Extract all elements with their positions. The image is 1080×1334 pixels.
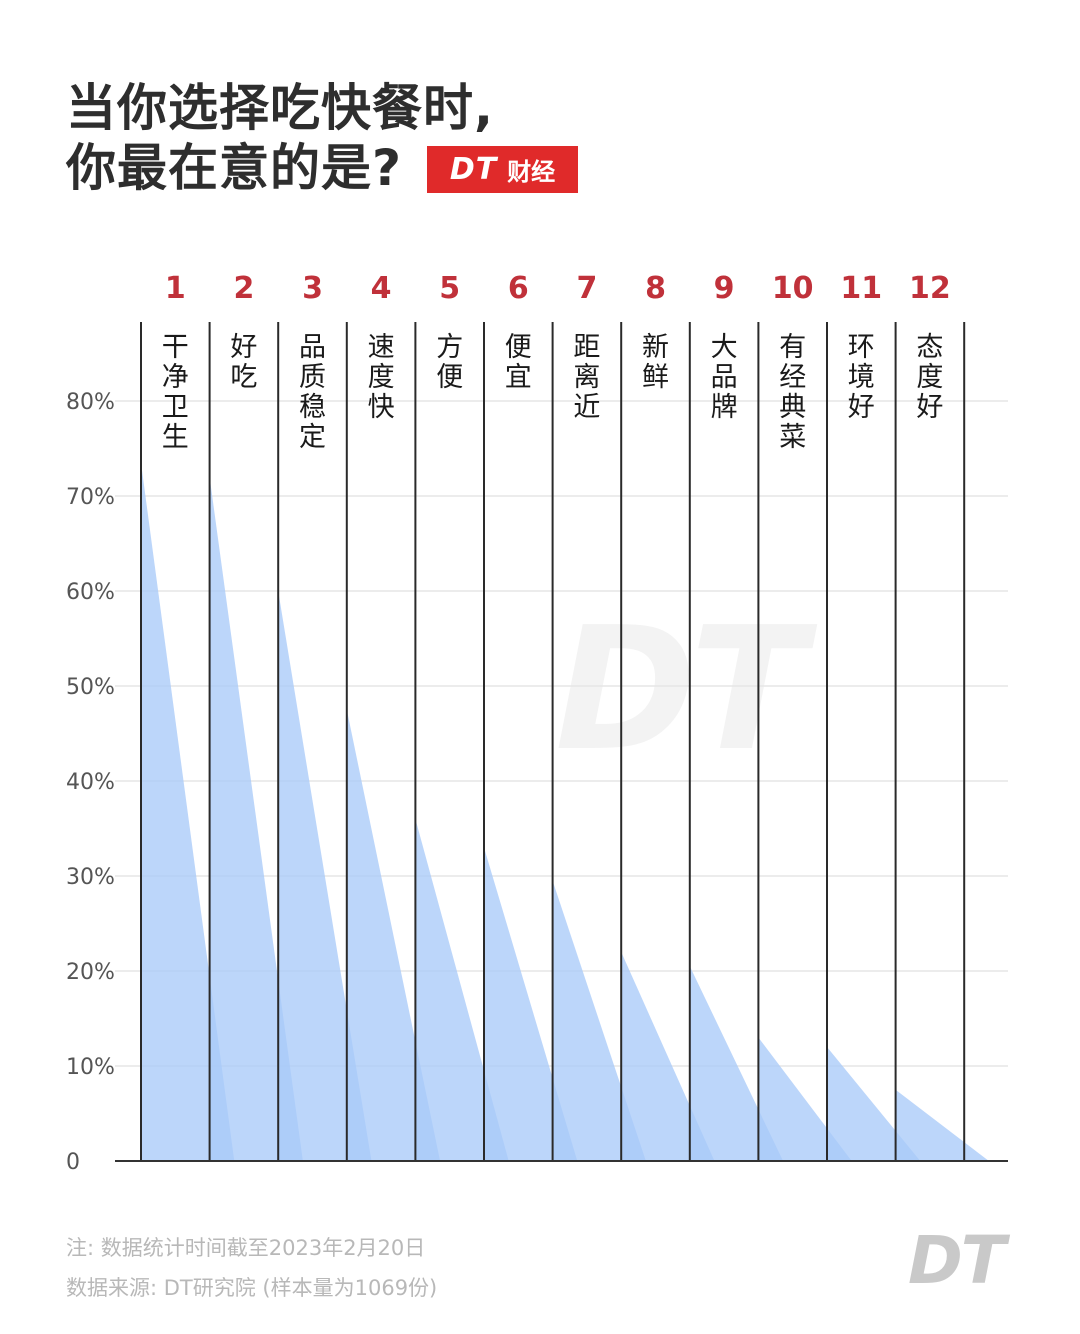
category-label: 品 bbox=[299, 332, 326, 363]
value-triangle bbox=[484, 847, 578, 1161]
brand-name: 财经 bbox=[507, 158, 556, 186]
category-label: 度 bbox=[916, 362, 943, 393]
category-label: 牌 bbox=[711, 392, 738, 423]
y-tick-label: 10% bbox=[66, 1055, 115, 1080]
y-tick-label: 50% bbox=[66, 675, 115, 700]
category-label: 生 bbox=[162, 422, 189, 453]
value-triangle bbox=[552, 880, 646, 1161]
rank-number: 8 bbox=[645, 271, 666, 306]
brand-badge: DT 财经 bbox=[427, 146, 578, 193]
category-label: 环 bbox=[848, 332, 875, 363]
category-label: 好 bbox=[230, 332, 257, 363]
footer-logo: DT bbox=[908, 1222, 1006, 1299]
category-label: 典 bbox=[779, 392, 806, 423]
category-label: 宜 bbox=[505, 362, 532, 393]
rank-number: 6 bbox=[508, 271, 529, 306]
rank-number: 3 bbox=[302, 271, 323, 306]
category-label: 好 bbox=[848, 392, 875, 423]
title-line-1: 当你选择吃快餐时, bbox=[66, 79, 494, 137]
chart-title: 当你选择吃快餐时, 你最在意的是? bbox=[66, 78, 494, 198]
category-label: 方 bbox=[436, 332, 463, 363]
y-tick-label: 40% bbox=[66, 770, 115, 795]
category-label: 有 bbox=[779, 332, 806, 363]
category-label: 鲜 bbox=[642, 362, 669, 393]
category-label: 便 bbox=[436, 362, 463, 393]
rank-number: 11 bbox=[840, 271, 882, 306]
rank-number: 9 bbox=[714, 271, 735, 306]
title-line-2: 你最在意的是? bbox=[66, 139, 403, 197]
category-label: 经 bbox=[779, 362, 806, 393]
footnote-note: 注: 数据统计时间截至2023年2月20日 bbox=[66, 1236, 426, 1260]
category-label: 离 bbox=[573, 362, 600, 393]
category-label: 干 bbox=[162, 332, 189, 363]
category-label: 态 bbox=[916, 332, 943, 363]
category-label: 定 bbox=[299, 422, 326, 453]
category-label: 境 bbox=[848, 362, 875, 393]
rank-number: 1 bbox=[165, 271, 186, 306]
rank-number: 4 bbox=[371, 271, 392, 306]
category-label: 吃 bbox=[230, 362, 257, 393]
watermark-logo: DT bbox=[555, 591, 806, 789]
category-label: 度 bbox=[368, 362, 395, 393]
category-label: 近 bbox=[573, 392, 600, 423]
category-label: 质 bbox=[299, 362, 326, 393]
category-label: 品 bbox=[711, 362, 738, 393]
y-tick-label: 80% bbox=[66, 390, 115, 415]
category-label: 速 bbox=[368, 332, 395, 363]
y-tick-label: 20% bbox=[66, 960, 115, 985]
category-label: 菜 bbox=[779, 422, 806, 453]
rank-number: 2 bbox=[233, 271, 254, 306]
category-label: 好 bbox=[916, 392, 943, 423]
value-triangle bbox=[758, 1037, 852, 1161]
category-label: 快 bbox=[368, 392, 395, 423]
value-triangle bbox=[827, 1047, 921, 1161]
category-label: 新 bbox=[642, 332, 669, 363]
category-label: 距 bbox=[573, 332, 600, 363]
category-label: 大 bbox=[711, 332, 738, 363]
y-tick-label: 0 bbox=[66, 1150, 80, 1175]
category-label: 稳 bbox=[299, 392, 326, 423]
brand-logo: DT bbox=[449, 152, 498, 187]
value-triangle bbox=[895, 1089, 989, 1161]
y-tick-label: 70% bbox=[66, 485, 115, 510]
value-triangle bbox=[621, 952, 715, 1161]
category-label: 便 bbox=[505, 332, 532, 363]
category-label: 净 bbox=[162, 362, 189, 393]
rank-number: 5 bbox=[439, 271, 460, 306]
y-tick-label: 60% bbox=[66, 580, 115, 605]
category-label: 卫 bbox=[162, 392, 189, 423]
y-tick-label: 30% bbox=[66, 865, 115, 890]
rank-number: 10 bbox=[772, 271, 814, 306]
rank-number: 12 bbox=[909, 271, 951, 306]
footnote-source: 数据来源: DT研究院 (样本量为1069份) bbox=[66, 1276, 438, 1300]
rank-number: 7 bbox=[576, 271, 597, 306]
